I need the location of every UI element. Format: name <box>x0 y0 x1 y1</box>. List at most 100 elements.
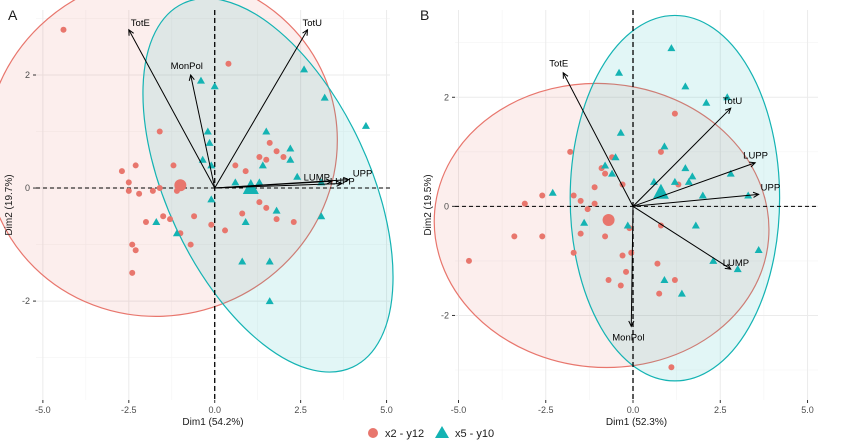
data-point <box>263 156 270 163</box>
y-tick-label: -2 <box>22 296 30 306</box>
data-point <box>239 210 246 217</box>
data-point <box>273 148 280 155</box>
legend-marker-x5-y10 <box>435 426 449 438</box>
data-point <box>225 60 232 67</box>
data-point <box>262 127 271 135</box>
data-point <box>615 68 624 76</box>
data-point <box>132 162 139 169</box>
arrowhead-tote <box>128 28 134 36</box>
y-tick-label: 2 <box>444 92 449 102</box>
data-point <box>726 169 735 177</box>
data-point <box>293 172 302 180</box>
data-point <box>205 138 214 146</box>
variable-arrow-monpol <box>190 74 216 189</box>
data-point <box>222 227 229 234</box>
group-centroid <box>602 214 615 226</box>
data-point <box>657 148 664 155</box>
data-point <box>263 204 270 211</box>
data-point <box>238 257 247 265</box>
data-point <box>591 200 598 207</box>
data-point <box>577 230 584 237</box>
gridlines <box>455 10 818 400</box>
x-tick-label: -2.5 <box>538 405 554 415</box>
data-point <box>241 217 250 225</box>
arrowhead-monpol <box>628 320 635 328</box>
data-point <box>521 200 528 207</box>
data-point <box>361 121 370 129</box>
arrowhead-totu <box>302 28 309 36</box>
data-point <box>156 185 163 192</box>
data-point <box>656 290 663 297</box>
variable-label-lupp: LUPP <box>330 177 355 188</box>
data-point <box>584 206 591 213</box>
variable-label-monpol: MonPol <box>612 332 644 343</box>
legend-marker-x2-y12 <box>368 428 378 438</box>
y-tick-label: 2 <box>25 70 30 80</box>
data-point <box>681 82 690 90</box>
data-point <box>232 162 239 169</box>
x-tick-label: -5.0 <box>35 405 51 415</box>
variable-label-monpol: MonPol <box>171 61 203 72</box>
y-tick-label: 0 <box>25 183 30 193</box>
x-tick-label: -2.5 <box>121 405 137 415</box>
variable-arrow-tote <box>562 72 634 207</box>
data-point <box>567 148 574 155</box>
data-point <box>136 190 143 197</box>
arrowhead-lump <box>724 263 732 270</box>
data-point <box>671 110 678 117</box>
data-point <box>623 221 632 229</box>
variable-arrow-lupp <box>632 162 756 207</box>
data-point <box>616 128 625 136</box>
data-point <box>654 260 661 267</box>
data-point <box>511 233 518 240</box>
data-point <box>698 191 707 199</box>
arrowhead-tote <box>562 71 569 79</box>
data-point <box>754 246 763 253</box>
data-point <box>723 93 732 101</box>
data-point <box>152 217 161 225</box>
data-point <box>60 26 67 33</box>
data-point <box>605 277 612 283</box>
data-point <box>203 127 212 135</box>
variable-arrow-totu <box>214 29 308 189</box>
data-point <box>172 229 181 237</box>
data-point <box>300 65 309 73</box>
confidence-ellipse-x5-y10 <box>569 14 781 382</box>
data-point <box>160 213 167 220</box>
data-point <box>286 144 295 152</box>
data-point <box>660 276 669 283</box>
variable-label-lump: LUMP <box>723 258 749 269</box>
data-point <box>272 206 281 214</box>
variable-label-totu: TotU <box>303 18 323 29</box>
data-point <box>132 247 139 254</box>
x-tick-label: 2.5 <box>714 405 727 415</box>
arrowhead-lupp <box>749 161 757 168</box>
y-tick-label: 0 <box>444 201 449 211</box>
x-tick-label: 0.0 <box>208 405 221 415</box>
data-point <box>548 188 557 196</box>
y-axis-label: Dim2 (19.7%) <box>4 174 15 235</box>
data-point <box>465 257 472 264</box>
data-point <box>733 265 742 273</box>
confidence-ellipse-x2-y12 <box>0 0 338 317</box>
data-point <box>170 162 177 169</box>
data-point <box>570 249 577 256</box>
data-point <box>608 169 617 177</box>
data-point <box>266 139 273 146</box>
variable-label-tote: TotE <box>549 59 568 70</box>
panel-label: A <box>8 7 18 23</box>
data-point <box>207 161 216 169</box>
data-point <box>242 168 249 175</box>
arrowhead-totu <box>724 107 732 115</box>
data-point <box>577 197 584 204</box>
data-point <box>187 241 194 248</box>
x-tick-label: 5.0 <box>380 405 393 415</box>
legend-label-x2-y12: x2 - y12 <box>385 428 424 440</box>
panel-b: TotE TotU LUPP UPP LUMP MonPol -5.0 -2.5 0.0 2.5 5… <box>420 7 818 428</box>
data-point <box>265 257 274 265</box>
data-point <box>286 155 295 163</box>
data-point <box>617 282 624 289</box>
variable-label-upp: UPP <box>761 182 781 193</box>
data-point <box>539 192 546 199</box>
data-point <box>580 218 589 226</box>
